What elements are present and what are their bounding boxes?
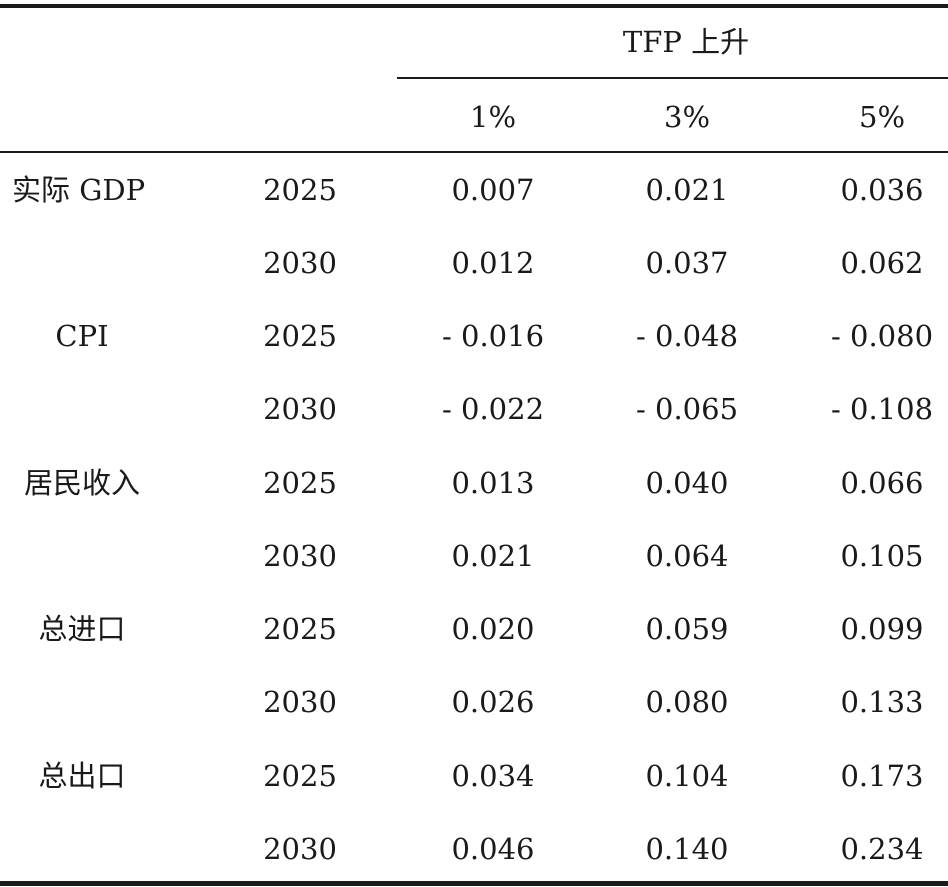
table-cell: 0.140 <box>645 832 729 866</box>
table-cell: 0.034 <box>451 759 535 793</box>
table-cell: 0.007 <box>451 173 535 207</box>
row-year: 2030 <box>263 539 337 573</box>
row-year: 2030 <box>263 685 337 719</box>
table-cell: 0.021 <box>645 173 729 207</box>
row-indicator-household-income: 居民收入 <box>23 466 141 500</box>
table-cell: 0.040 <box>645 466 729 500</box>
table-cell: - 0.048 <box>635 319 739 353</box>
table-cell: 0.037 <box>645 246 729 280</box>
row-year: 2030 <box>263 832 337 866</box>
table-cell: 0.046 <box>451 832 535 866</box>
row-indicator-total-imports: 总进口 <box>38 612 126 646</box>
table-bottom-rule <box>0 881 948 886</box>
table-cell: 0.066 <box>840 466 924 500</box>
table-cell: - 0.016 <box>441 319 545 353</box>
row-year: 2025 <box>263 319 337 353</box>
table-cell: 0.064 <box>645 539 729 573</box>
row-year: 2025 <box>263 759 337 793</box>
row-indicator-real-gdp: 实际 GDP <box>12 173 146 207</box>
table-cell: 0.080 <box>645 685 729 719</box>
table-cell: - 0.065 <box>635 392 739 426</box>
table-cell: 0.059 <box>645 612 729 646</box>
header-rule <box>0 151 948 153</box>
column-header-3pct: 3% <box>663 100 711 134</box>
table-cell: - 0.022 <box>441 392 545 426</box>
group-header-rule <box>397 77 948 79</box>
tfp-group-header: TFP 上升 <box>622 25 750 59</box>
table-cell: 0.133 <box>840 685 924 719</box>
row-indicator-total-exports: 总出口 <box>38 759 126 793</box>
table-cell: 0.012 <box>451 246 535 280</box>
table-cell: 0.013 <box>451 466 535 500</box>
table-cell: 0.104 <box>645 759 729 793</box>
table-cell: 0.062 <box>840 246 924 280</box>
column-header-5pct: 5% <box>858 100 906 134</box>
table-cell: 0.026 <box>451 685 535 719</box>
row-year: 2025 <box>263 173 337 207</box>
table-cell: 0.036 <box>840 173 924 207</box>
table-cell: 0.021 <box>451 539 535 573</box>
table-cell: 0.099 <box>840 612 924 646</box>
table-cell: - 0.108 <box>830 392 934 426</box>
table-cell: 0.020 <box>451 612 535 646</box>
row-year: 2025 <box>263 466 337 500</box>
table-cell: - 0.080 <box>830 319 934 353</box>
row-year: 2030 <box>263 392 337 426</box>
table-cell: 0.173 <box>840 759 924 793</box>
row-year: 2030 <box>263 246 337 280</box>
row-year: 2025 <box>263 612 337 646</box>
column-header-1pct: 1% <box>469 100 517 134</box>
table-cell: 0.234 <box>840 832 924 866</box>
table-top-rule <box>0 4 948 8</box>
row-indicator-cpi: CPI <box>55 319 109 353</box>
table-cell: 0.105 <box>840 539 924 573</box>
